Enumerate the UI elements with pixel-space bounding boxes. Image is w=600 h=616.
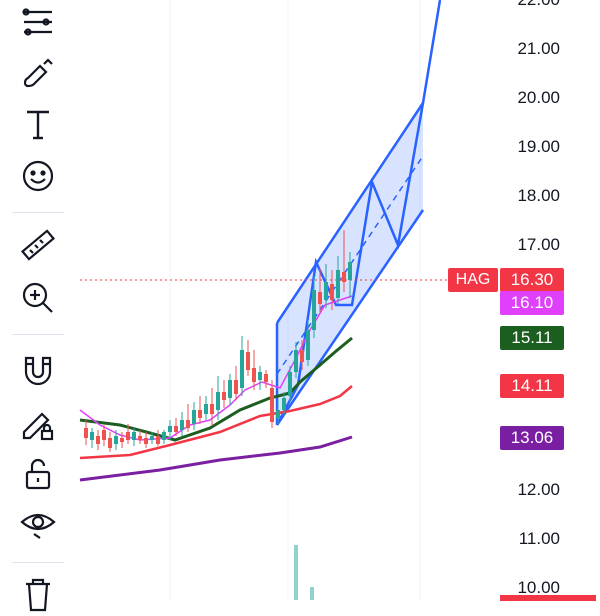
candle-body — [276, 410, 280, 418]
candle-body — [300, 350, 304, 362]
ma-slow-tag: 14.11 — [500, 374, 564, 398]
unlock-icon[interactable] — [6, 452, 70, 496]
candle-body — [90, 432, 94, 440]
candle-body — [180, 420, 184, 430]
ma-fast-tag: 16.10 — [500, 291, 564, 315]
tick-label: 17.00 — [517, 235, 560, 254]
candle-body — [246, 352, 250, 370]
candle-body — [318, 292, 322, 304]
candlesticks — [84, 230, 352, 452]
candle-body — [120, 438, 124, 442]
symbol-tag: HAG — [448, 268, 498, 292]
candle-body — [234, 380, 238, 394]
last-price-tag: 16.30 — [500, 268, 564, 292]
candle-body — [348, 262, 352, 280]
candle-body — [252, 368, 256, 382]
candle-body — [342, 272, 346, 282]
tick-label: 20.00 — [517, 88, 560, 107]
emoji-icon[interactable] — [6, 154, 70, 198]
toolbar-separator — [12, 334, 64, 335]
candle-body — [288, 372, 292, 396]
volume-bar — [310, 587, 314, 600]
toolbar-separator — [12, 212, 64, 213]
grid — [169, 0, 421, 600]
tick-label: 11.00 — [518, 529, 560, 548]
ma-long-tag: 13.06 — [500, 426, 564, 450]
toolbar-separator — [12, 562, 64, 563]
tick-label: 21.00 — [517, 39, 560, 58]
ruler-icon[interactable] — [6, 224, 70, 268]
candle-body — [336, 270, 340, 298]
candle-body — [198, 410, 202, 418]
candle-body — [228, 380, 232, 398]
candle-body — [294, 350, 298, 372]
lock-drawing-icon[interactable] — [6, 402, 70, 446]
candle-body — [174, 426, 178, 432]
candle-body — [210, 404, 214, 414]
candle-body — [168, 426, 172, 432]
candle-body — [192, 410, 196, 424]
tick-label: 12.00 — [517, 480, 560, 499]
candle-body — [126, 432, 130, 440]
parallel-channel — [275, 0, 442, 426]
magnet-icon[interactable] — [6, 348, 70, 392]
tick-label: 10.00 — [517, 578, 560, 597]
tick-label: 18.00 — [517, 186, 560, 205]
volume-bars — [294, 545, 314, 600]
candle-body — [270, 388, 274, 422]
candle-body — [138, 436, 142, 440]
candle-body — [102, 430, 106, 440]
candle-body — [114, 436, 118, 444]
ma-long-line — [79, 435, 353, 482]
ma-mid-tag: 15.11 — [500, 326, 564, 350]
price-axis[interactable]: 22.00 21.00 20.00 19.00 18.00 17.00 12.0… — [500, 0, 600, 600]
eye-icon[interactable] — [6, 502, 70, 546]
price-chart[interactable] — [0, 0, 600, 600]
candle-body — [264, 374, 268, 382]
candle-body — [312, 290, 316, 330]
candle-body — [150, 436, 154, 440]
tick-label: 19.00 — [517, 137, 560, 156]
candle-body — [186, 420, 190, 428]
trend-tools-icon[interactable] — [6, 0, 70, 44]
zoom-in-icon[interactable] — [6, 276, 70, 320]
candle-body — [258, 372, 262, 380]
candle-body — [132, 432, 136, 440]
drawing-toolbar — [0, 0, 76, 612]
candle-body — [204, 404, 208, 414]
candle-body — [306, 330, 310, 360]
text-icon[interactable] — [6, 102, 70, 146]
candle-body — [216, 392, 220, 410]
bottom-price-tag — [500, 595, 596, 601]
candle-body — [96, 436, 100, 444]
candle-body — [162, 432, 166, 440]
candle-body — [222, 392, 226, 400]
ma-mid-line — [79, 336, 353, 442]
candle-body — [324, 282, 328, 300]
candle-body — [330, 284, 334, 300]
candle-body — [240, 350, 244, 388]
candle-body — [84, 428, 88, 438]
volume-bar — [294, 545, 298, 600]
brush-icon[interactable] — [6, 52, 70, 96]
ma-slow-line — [79, 385, 353, 460]
candle-body — [108, 438, 112, 448]
candle-body — [156, 436, 160, 444]
tick-label: 22.00 — [517, 0, 560, 10]
candle-body — [144, 438, 148, 444]
candle-body — [282, 398, 286, 410]
